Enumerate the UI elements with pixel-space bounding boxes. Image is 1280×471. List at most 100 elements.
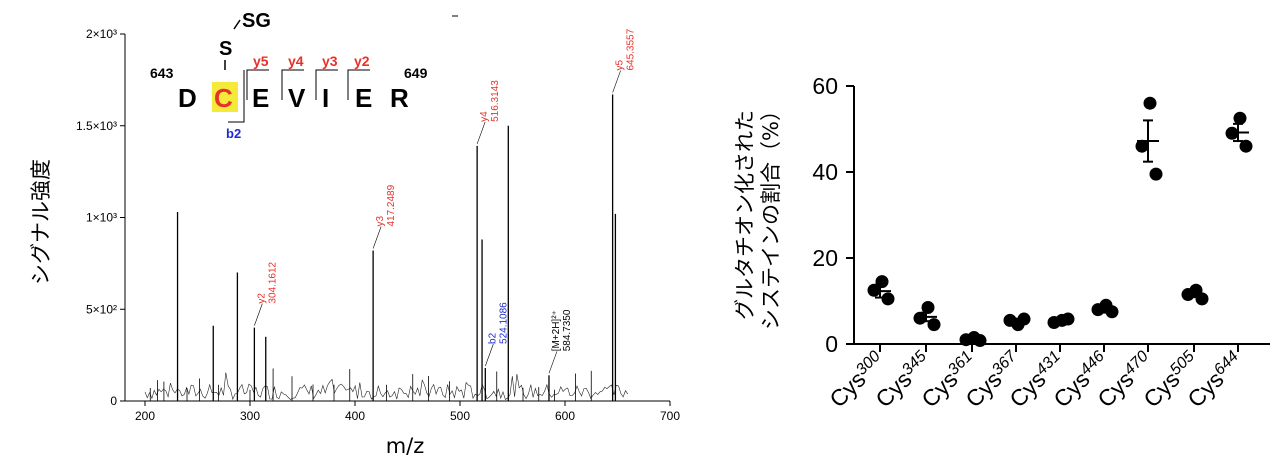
peptide-residue: C [214,83,233,113]
annotation-ion-label: y4 [479,111,490,122]
modified-residue-highlight [212,82,238,112]
peak-annotation: b2 524.1086 [487,302,509,344]
peptide-start-number: 643 [150,65,174,81]
modification-bond-line [233,19,241,30]
data-point [1003,313,1017,327]
data-point [1047,316,1061,329]
annotation-leader [372,226,382,249]
peptide-residue: E [252,83,269,113]
annotation-ion-label: b2 [487,332,498,344]
peptide-residue: D [178,83,197,113]
annotation-mz-label: 584.7350 [562,309,573,351]
glutathionylation-scatter-chart: 0 20 40 60 Cys300Cys345Cys361Cys367Cys431Cy… [733,73,1270,412]
data-point [1143,96,1157,110]
annotation-ion-label: [M+2H]²⁺ [551,310,562,351]
spectrum-x-tick-label: 500 [450,409,470,423]
data-point [875,275,889,289]
y-ion-cleavage-mark [246,69,269,100]
annotation-leader [476,121,486,145]
data-point [867,283,881,297]
data-point [1195,292,1209,306]
data-point [1017,312,1031,326]
scatter-y-tick-label: 0 [825,331,838,357]
annotation-mz-label: 304.1612 [267,261,278,303]
data-point [1181,288,1195,302]
peak-annotation: [M+2H]²⁺ 584.7350 [551,309,573,351]
annotation-mz-label: 516.3143 [490,80,501,122]
scatter-y-tick-label: 60 [812,73,838,99]
spectrum-y-label: シグナル強度 [29,159,53,285]
scatter-y-ticks: 0 20 40 60 [812,73,854,357]
annotation-ion-label: y5 [615,60,626,71]
spectrum-x-tick-label: 200 [135,409,155,423]
y-ion-label: y4 [288,53,304,69]
spectrum-y-tick-label: 1.5×10³ [76,119,117,133]
spectrum-x-label: m/z [386,434,425,458]
y-ion-label: y2 [354,53,370,69]
peptide-end-number: 649 [404,65,428,81]
y-ion-cleavage-mark [281,69,304,100]
scatter-x-categories: Cys300Cys345Cys361Cys367Cys431Cys446Cys4… [824,344,1242,412]
spectrum-x-ticks: 200 300 400 500 600 700 [135,401,680,423]
annotation-ion-label: y2 [256,293,267,304]
annotation-mz-label: 524.1086 [498,302,509,344]
data-point [973,334,987,348]
peptide-residue: I [322,83,329,113]
spectrum-y-tick-label: 0 [110,394,117,408]
data-point [881,292,895,306]
annotation-leader [485,343,494,367]
spectrum-y-tick-label: 1×10³ [86,211,117,225]
spectrum-peaks [149,94,617,401]
scatter-points [867,96,1253,348]
data-point [1105,305,1119,319]
data-point [1061,312,1075,326]
data-point [913,311,927,325]
fragment-cleavage-marks: b2 y5 y4 y3 y2 [226,53,370,141]
modification-s: S [219,38,232,60]
data-point [1225,126,1239,140]
ms-spectrum-chart: 0 5×10² 1×10³ 1.5×10³ 2×10³ 200 300 400 500 600 7… [29,10,680,458]
peptide-residue: R [390,83,409,113]
data-point [1149,167,1163,181]
peptide-residue: V [288,83,306,113]
data-point [927,318,941,332]
y-ion-cleavage-mark [347,69,370,100]
annotation-leader [548,351,558,374]
b2-ion-label: b2 [226,126,241,141]
data-point [1239,139,1253,153]
annotation-mz-label: 645.3557 [626,28,637,70]
scatter-y-label-line1: グルタチオン化された [733,110,757,320]
spectrum-x-tick-label: 400 [345,409,365,423]
y-ion-label: y5 [253,53,269,69]
peak-annotation: y4 516.3143 [479,80,501,122]
y-ion-cleavage-mark [315,69,338,100]
peak-annotation: y5 645.3557 [615,28,637,70]
peak-annotation: y2 304.1612 [256,261,278,303]
peptide-residue: E [355,83,372,113]
spectrum-y-tick-label: 2×10³ [86,27,117,41]
spectrum-y-ticks: 0 5×10² 1×10³ 1.5×10³ 2×10³ [76,27,125,408]
data-point [1233,111,1247,125]
modification-sg: SG [242,10,271,32]
annotation-ion-label: y3 [375,216,386,227]
y-ion-label: y3 [322,53,338,69]
spectrum-x-tick-label: 600 [555,409,575,423]
peak-annotation: y3 417.2489 [375,184,397,226]
data-point [959,333,973,347]
spectrum-x-tick-label: 700 [660,409,680,423]
spectrum-y-tick-label: 5×10² [86,302,117,316]
scatter-y-label-line2: システインの割合（%） [759,100,783,330]
annotation-leader [254,303,263,326]
data-point [1091,303,1105,317]
b2-cleavage-mark [228,70,245,123]
annotation-mz-label: 417.2489 [386,184,397,226]
spectrum-x-tick-label: 300 [240,409,260,423]
scatter-y-tick-label: 20 [812,245,838,271]
scatter-y-tick-label: 40 [812,159,838,185]
data-point [921,300,935,314]
data-point [1135,139,1149,153]
